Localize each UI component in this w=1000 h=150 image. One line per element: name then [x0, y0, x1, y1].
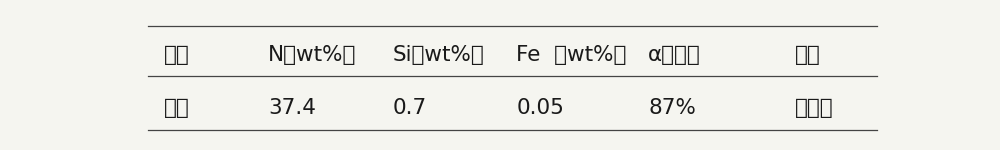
Text: 颜色: 颜色	[795, 45, 821, 65]
Text: 项目: 项目	[164, 45, 190, 65]
Text: α相比例: α相比例	[648, 45, 701, 65]
Text: Fe  （wt%）: Fe （wt%）	[516, 45, 627, 65]
Text: N（wt%）: N（wt%）	[268, 45, 357, 65]
Text: 数据: 数据	[164, 98, 190, 118]
Text: 灰白色: 灰白色	[795, 98, 834, 118]
Text: 0.05: 0.05	[516, 98, 564, 118]
Text: 0.7: 0.7	[392, 98, 427, 118]
Text: Si（wt%）: Si（wt%）	[392, 45, 484, 65]
Text: 87%: 87%	[648, 98, 696, 118]
Text: 37.4: 37.4	[268, 98, 316, 118]
